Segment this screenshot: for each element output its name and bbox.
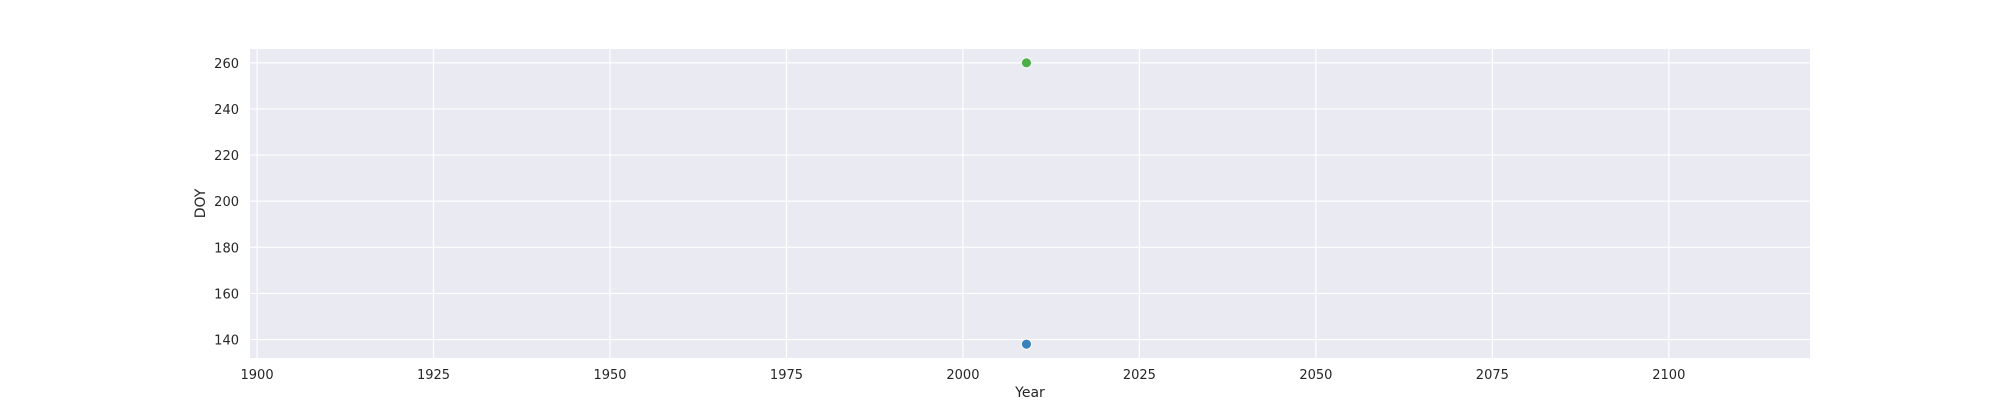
x-tick-label: 1925: [417, 368, 450, 383]
data-points: [1021, 57, 1032, 350]
x-tick-label: 1900: [241, 368, 274, 383]
plot-area: [250, 49, 1810, 358]
y-tick-label: 220: [214, 149, 239, 164]
x-tick-label: 1950: [593, 368, 626, 383]
data-point: [1021, 338, 1032, 350]
x-tick-label: 2050: [1299, 368, 1332, 383]
x-tick-label: 1975: [770, 368, 803, 383]
y-tick-label: 260: [214, 57, 239, 72]
grid: [250, 49, 1810, 358]
x-tick-label: 2075: [1476, 368, 1509, 383]
y-tick-label: 160: [214, 287, 239, 302]
y-tick-label: 240: [214, 103, 239, 118]
y-tick-label: 140: [214, 334, 239, 349]
x-tick-label: 2100: [1652, 368, 1685, 383]
y-tick-label: 180: [214, 241, 239, 256]
x-tick-label: 2000: [946, 368, 979, 383]
x-axis-label: Year: [1014, 385, 1045, 400]
y-tick-label: 200: [214, 195, 239, 210]
y-tick-labels: 140 160 180 200 220 240 260: [214, 57, 239, 349]
x-tick-labels: 1900 1925 1950 1975 2000 2025 2050 2075 2100: [241, 368, 1686, 383]
y-axis-label: DOY: [193, 188, 209, 218]
x-tick-label: 2025: [1123, 368, 1156, 383]
data-point: [1021, 57, 1032, 69]
